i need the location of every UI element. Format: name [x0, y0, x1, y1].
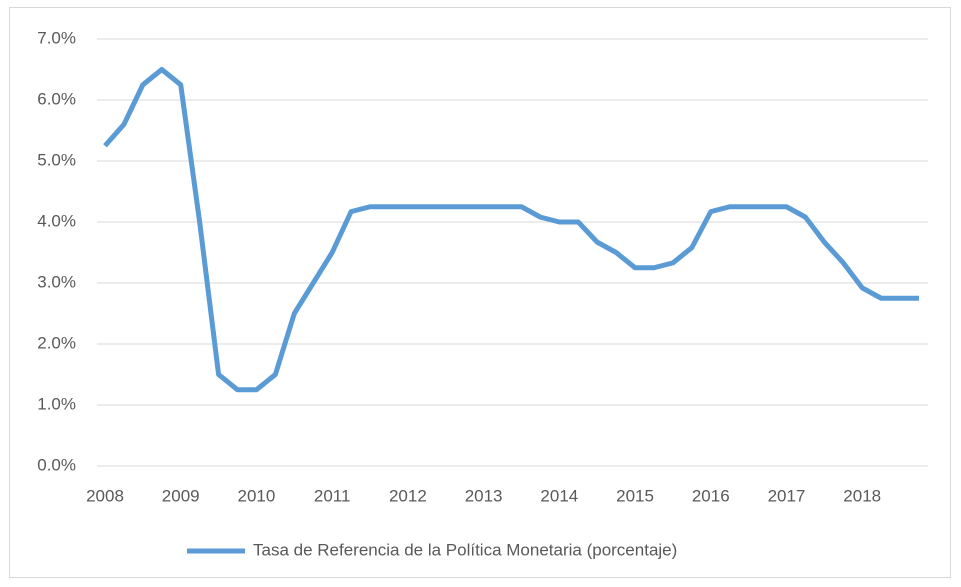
- x-tick-label: 2016: [692, 486, 730, 505]
- x-tick-label: 2017: [768, 486, 806, 505]
- x-tick-label: 2013: [465, 486, 503, 505]
- y-tick-label: 3.0%: [37, 272, 76, 291]
- data-line: [103, 67, 919, 393]
- x-tick-label: 2014: [540, 486, 578, 505]
- y-tick-label: 7.0%: [37, 28, 76, 47]
- y-tick-label: 1.0%: [37, 394, 76, 413]
- x-tick-label: 2015: [616, 486, 654, 505]
- x-tick-label: 2011: [314, 486, 351, 505]
- chart-border: [9, 7, 951, 578]
- y-tick-label: 2.0%: [37, 333, 76, 352]
- x-tick-label: 2009: [162, 486, 200, 505]
- y-tick-label: 0.0%: [37, 455, 76, 474]
- y-tick-label: 6.0%: [37, 89, 76, 108]
- x-tick-label: 2012: [389, 486, 427, 505]
- y-tick-label: 4.0%: [37, 211, 76, 230]
- x-tick-label: 2010: [238, 486, 276, 505]
- legend-label: Tasa de Referencia de la Política Moneta…: [253, 540, 677, 559]
- y-tick-label: 5.0%: [37, 150, 76, 169]
- x-tick-label: 2018: [843, 486, 881, 505]
- x-tick-label: 2008: [86, 486, 124, 505]
